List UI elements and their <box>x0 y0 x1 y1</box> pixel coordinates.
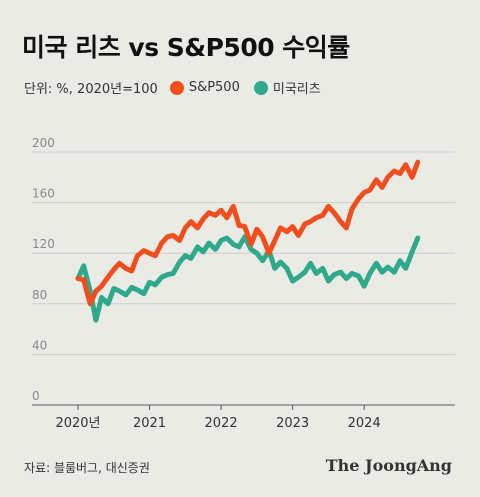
x-axis-labels: 2020년 2021 2022 2023 2024 <box>55 405 381 431</box>
source-note: 자료: 블룸버그, 대신증권 <box>24 461 150 475</box>
y-tick-label-120: 120 <box>32 237 55 251</box>
y-tick-label-0: 0 <box>32 389 40 403</box>
legend-swatch-sp500 <box>169 80 184 95</box>
brand-logo: The JoongAng <box>325 456 452 475</box>
y-tick-label-80: 80 <box>32 288 47 302</box>
x-tick-label-2024: 2024 <box>348 416 381 431</box>
y-tick-label-160: 160 <box>32 187 55 201</box>
x-tick-label-2022: 2022 <box>205 416 238 431</box>
y-tick-label-200: 200 <box>32 136 55 150</box>
unit-label: 단위: %, 2020년=100 <box>24 82 158 97</box>
grid-lines <box>32 151 455 406</box>
x-tick-label-2020년: 2020년 <box>55 416 100 431</box>
legend-item-sp500: S&P500 <box>169 80 240 95</box>
legend-item-reits: 미국리츠 <box>253 78 321 97</box>
legend-label-reits: 미국리츠 <box>272 82 321 97</box>
y-tick-label-40: 40 <box>32 338 47 352</box>
legend: 단위: %, 2020년=100 S&P500 미국리츠 <box>24 78 335 97</box>
series-lines <box>75 159 421 323</box>
y-axis-labels: 0 40 80 120 160 200 <box>32 136 55 403</box>
legend-label-sp500: S&P500 <box>188 80 240 95</box>
chart-title: 미국 리츠 vs S&P500 수익률 <box>22 33 350 62</box>
x-tick-label-2021: 2021 <box>133 416 166 431</box>
x-tick-label-2023: 2023 <box>276 416 309 431</box>
legend-swatch-reits <box>253 80 268 95</box>
series-line-reits <box>75 234 421 323</box>
series-line-sp500 <box>75 159 421 307</box>
